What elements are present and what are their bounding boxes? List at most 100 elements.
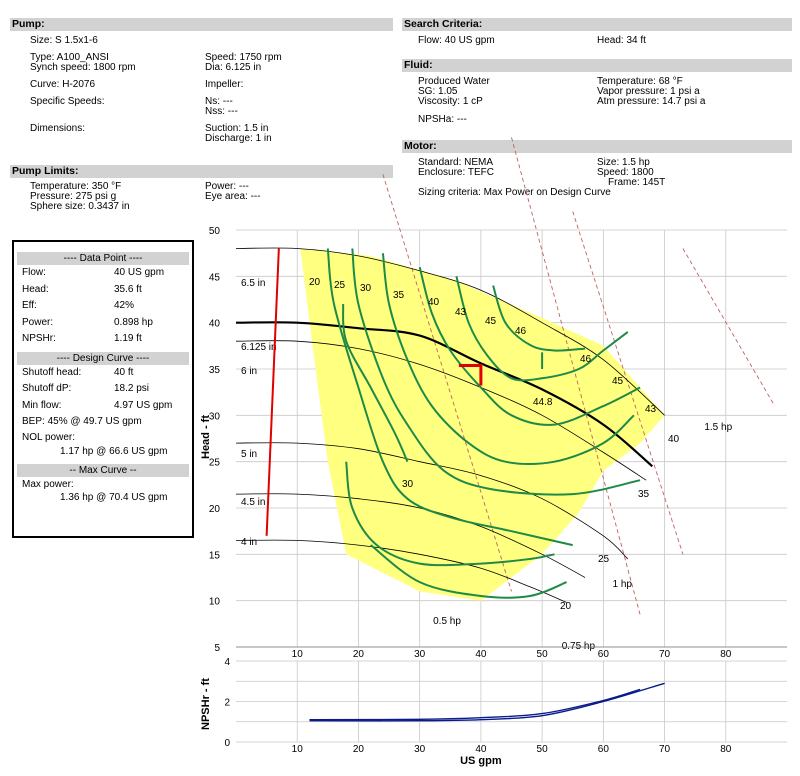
fluid-npsha: NPSHa: --- [418,114,467,125]
fluid-vapor-pressure: Vapor pressure: 1 psi a [597,86,700,97]
impeller-label: 5 in [241,449,257,460]
efficiency-label: 45 [612,376,624,387]
efficiency-curve [370,544,567,599]
pump-discharge: Discharge: 1 in [205,133,272,144]
efficiency-label: 25 [598,554,610,565]
search-header: Search Criteria: [402,18,792,31]
pump-suction: Suction: 1.5 in [205,123,269,134]
design-curve-bep: BEP: 45% @ 49.7 US gpm [22,416,142,427]
efficiency-label: 46 [580,354,592,365]
max-curve-label: Max power: [22,478,74,490]
efficiency-label: 43 [455,307,467,318]
data-point-label: Eff: [22,300,37,311]
design-curve-value: 40 ft [114,366,134,378]
motor-sizing-criteria: Sizing criteria: Max Power on Design Cur… [418,187,611,198]
fluid-section: Fluid: Produced Water Temperature: 68 °F … [402,59,792,127]
design-curve-row: Shutoff dP: 18.2 psi [14,381,192,398]
power-line [682,248,776,407]
efficiency-label: 44.8 [533,397,553,408]
y-tick-label: 15 [209,550,221,561]
design-curve-value: 4.97 US gpm [114,399,173,411]
efficiency-label: 43 [645,404,657,415]
motor-header: Motor: [402,140,792,153]
npsh-curve [309,682,665,722]
design-curve-label: Min flow: [22,399,62,411]
data-point-value: 1.19 ft [114,333,142,344]
npsh-y-tick-label: 0 [224,738,230,749]
impeller-curve [235,247,665,416]
limits-header: Pump Limits: [10,165,393,178]
power-label: 0.5 hp [433,616,461,627]
efficiency-label: 40 [428,297,440,308]
efficiency-label: 20 [309,277,321,288]
data-point-row: Head: 35.6 ft [14,282,192,299]
design-curve-row: Shutoff head: 40 ft [14,365,192,382]
efficiency-curve [492,285,586,352]
efficiency-label: 35 [638,489,650,500]
pump-nss: Nss: --- [205,106,238,117]
impeller-curve [235,321,654,468]
impeller-curve [235,442,629,560]
limits-temperature: Temperature: 350 °F [30,181,122,192]
y-tick-label: 35 [209,365,221,376]
x-tick-label: 30 [414,649,426,660]
power-line [382,174,512,592]
motor-enclosure: Enclosure: TEFC [418,167,494,178]
pump-specific-speeds: Specific Speeds: [30,96,105,107]
power-line [572,211,684,555]
data-point-marker [458,363,483,386]
search-section: Search Criteria: Flow: 40 US gpm Head: 34… [402,18,792,48]
limits-pressure: Pressure: 275 psi g [30,191,117,202]
efficiency-curve [351,248,641,496]
pump-dimensions: Dimensions: [30,123,86,134]
limits-sphere-size: Sphere size: 0.3437 in [30,201,130,212]
npsh-y-axis-label: NPSHr - ft [200,678,212,730]
y-tick-label: 10 [209,597,221,608]
npsh-y-tick-label: 4 [224,657,230,668]
y-axis-label: Head - ft [200,415,212,459]
efficiency-curve [418,266,641,426]
x-axis-label: US gpm [460,755,502,767]
fluid-temperature: Temperature: 68 °F [597,76,683,87]
x-tick-label: 20 [353,649,365,660]
data-point-box: ---- Data Point ---- Flow: 40 US gpm Head:… [12,240,194,538]
design-curve-header: ---- Design Curve ---- [17,351,189,365]
y-tick-label: 20 [209,504,221,515]
npsh-x-tick-label: 20 [353,744,365,755]
fluid-atm-pressure: Atm pressure: 14.7 psi a [597,96,706,107]
max-curve-header: -- Max Curve -- [17,463,189,477]
design-curve-label: Shutoff head: [22,366,82,378]
min-flow-line [265,248,280,536]
data-point-label: NPSHr: [22,333,56,344]
power-label: 0.75 hp [562,641,596,652]
data-point-label: Power: [22,316,54,328]
y-tick-label: 45 [209,272,221,283]
x-tick-label: 40 [475,649,487,660]
impeller-curve [235,539,567,603]
design-curve-value: 18.2 psi [114,383,150,394]
power-label: 1 hp [613,579,633,590]
npsh-x-tick-label: 50 [537,744,549,755]
pump-ns: Ns: --- [205,96,233,107]
pump-type: Type: A100_ANSI [30,52,109,63]
pump-size: Size: S 1.5x1-6 [30,35,98,46]
npsh-x-tick-label: 40 [475,744,487,755]
data-point-rows: Flow: 40 US gpm Head: 35.6 ft Eff: 42% Power: 0… [14,265,192,348]
fluid-name: Produced Water [418,76,490,87]
data-point-value: 40 US gpm [114,267,165,278]
npsh-x-tick-label: 10 [292,744,304,755]
efficiency-label: 40 [668,434,680,445]
pump-impeller: Impeller: [205,79,244,90]
efficiency-curve [345,461,555,567]
impeller-label: 6 in [241,366,257,377]
efficiency-label: 25 [334,280,346,291]
data-point-row: Flow: 40 US gpm [14,265,192,282]
data-point-value: 0.898 hp [114,316,153,328]
efficiency-curve [455,276,629,382]
limits-section: Pump Limits: Temperature: 350 °F Power: -… [10,165,393,214]
y-tick-label: 5 [214,643,220,654]
data-point-label: Head: [22,283,49,295]
efficiency-curve [381,253,635,466]
efficiency-label: 35 [393,290,405,301]
x-tick-label: 50 [537,649,549,660]
